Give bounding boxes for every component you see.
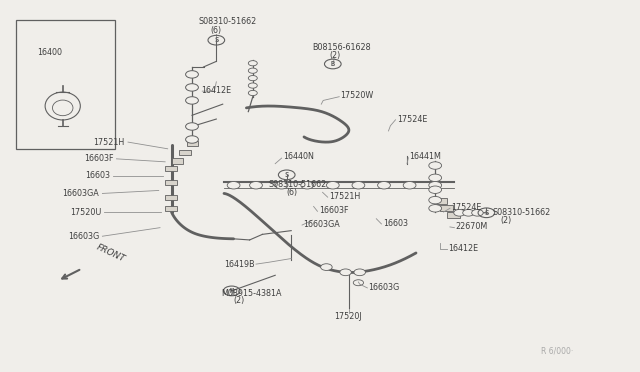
Circle shape: [186, 84, 198, 91]
Text: B08156-61628: B08156-61628: [312, 43, 371, 52]
Bar: [440, 205, 453, 211]
Text: M08915-4381A: M08915-4381A: [221, 289, 282, 298]
Circle shape: [186, 123, 198, 130]
Text: FRONT: FRONT: [95, 243, 126, 264]
Circle shape: [429, 196, 442, 204]
Text: 16603GA: 16603GA: [63, 189, 99, 198]
Circle shape: [186, 136, 198, 143]
Circle shape: [352, 182, 365, 189]
Text: S: S: [214, 37, 218, 43]
Circle shape: [429, 162, 442, 169]
Text: 17521H: 17521H: [93, 138, 125, 147]
Bar: [165, 195, 177, 200]
Text: 16412E: 16412E: [202, 86, 232, 94]
Text: 16603G: 16603G: [369, 283, 400, 292]
Bar: [434, 198, 447, 204]
Circle shape: [378, 182, 390, 189]
Circle shape: [248, 83, 257, 88]
Text: 16603F: 16603F: [319, 206, 348, 215]
Text: (6): (6): [211, 26, 222, 35]
Text: 22670M: 22670M: [456, 222, 488, 231]
Text: S: S: [285, 172, 289, 178]
Circle shape: [248, 61, 257, 66]
Text: S: S: [484, 210, 488, 216]
Text: 17524E: 17524E: [397, 115, 427, 124]
Bar: [165, 180, 177, 185]
Bar: [179, 150, 191, 155]
Text: S08310-51662: S08310-51662: [269, 180, 327, 189]
Circle shape: [472, 209, 483, 216]
Text: 17520U: 17520U: [70, 208, 101, 217]
Circle shape: [227, 182, 240, 189]
Bar: [165, 166, 177, 171]
Bar: [187, 141, 198, 146]
Text: 17520W: 17520W: [340, 92, 374, 100]
Circle shape: [321, 264, 332, 270]
Text: B: B: [331, 61, 335, 67]
Circle shape: [454, 209, 465, 216]
Circle shape: [301, 182, 314, 189]
Circle shape: [275, 182, 288, 189]
Circle shape: [186, 71, 198, 78]
Circle shape: [403, 182, 416, 189]
Circle shape: [429, 205, 442, 212]
Text: R 6/000·: R 6/000·: [541, 346, 573, 355]
Text: 17524E: 17524E: [451, 203, 481, 212]
Circle shape: [463, 209, 474, 216]
Circle shape: [429, 174, 442, 182]
Circle shape: [250, 182, 262, 189]
Text: 16603: 16603: [85, 171, 110, 180]
Bar: [16, 20, 115, 149]
Circle shape: [186, 97, 198, 104]
Circle shape: [354, 269, 365, 276]
Text: (2): (2): [234, 296, 245, 305]
Bar: [165, 206, 177, 211]
Text: M: M: [230, 288, 234, 294]
Text: 17521H: 17521H: [329, 192, 360, 201]
Circle shape: [248, 90, 257, 96]
Circle shape: [429, 182, 442, 189]
Bar: [447, 212, 460, 218]
Text: 16603G: 16603G: [68, 232, 99, 241]
Circle shape: [429, 186, 442, 193]
Text: (6): (6): [286, 188, 298, 197]
Text: 17520J: 17520J: [333, 312, 362, 321]
Text: 16419B: 16419B: [224, 260, 255, 269]
Circle shape: [248, 76, 257, 81]
Text: 16603F: 16603F: [84, 154, 113, 163]
Text: 16603GA: 16603GA: [303, 220, 340, 229]
Text: (2): (2): [330, 51, 341, 60]
Text: 16441M: 16441M: [410, 153, 442, 161]
Circle shape: [353, 280, 364, 286]
Circle shape: [326, 182, 339, 189]
Text: 16603: 16603: [383, 219, 408, 228]
Circle shape: [340, 269, 351, 276]
Text: 16400: 16400: [37, 48, 62, 57]
Text: (2): (2): [500, 217, 512, 225]
Circle shape: [248, 68, 257, 73]
Text: S08310-51662: S08310-51662: [198, 17, 257, 26]
Text: 16412E: 16412E: [448, 244, 478, 253]
Bar: [172, 158, 183, 164]
Text: S08310-51662: S08310-51662: [493, 208, 551, 217]
Text: 16440N: 16440N: [283, 153, 314, 161]
